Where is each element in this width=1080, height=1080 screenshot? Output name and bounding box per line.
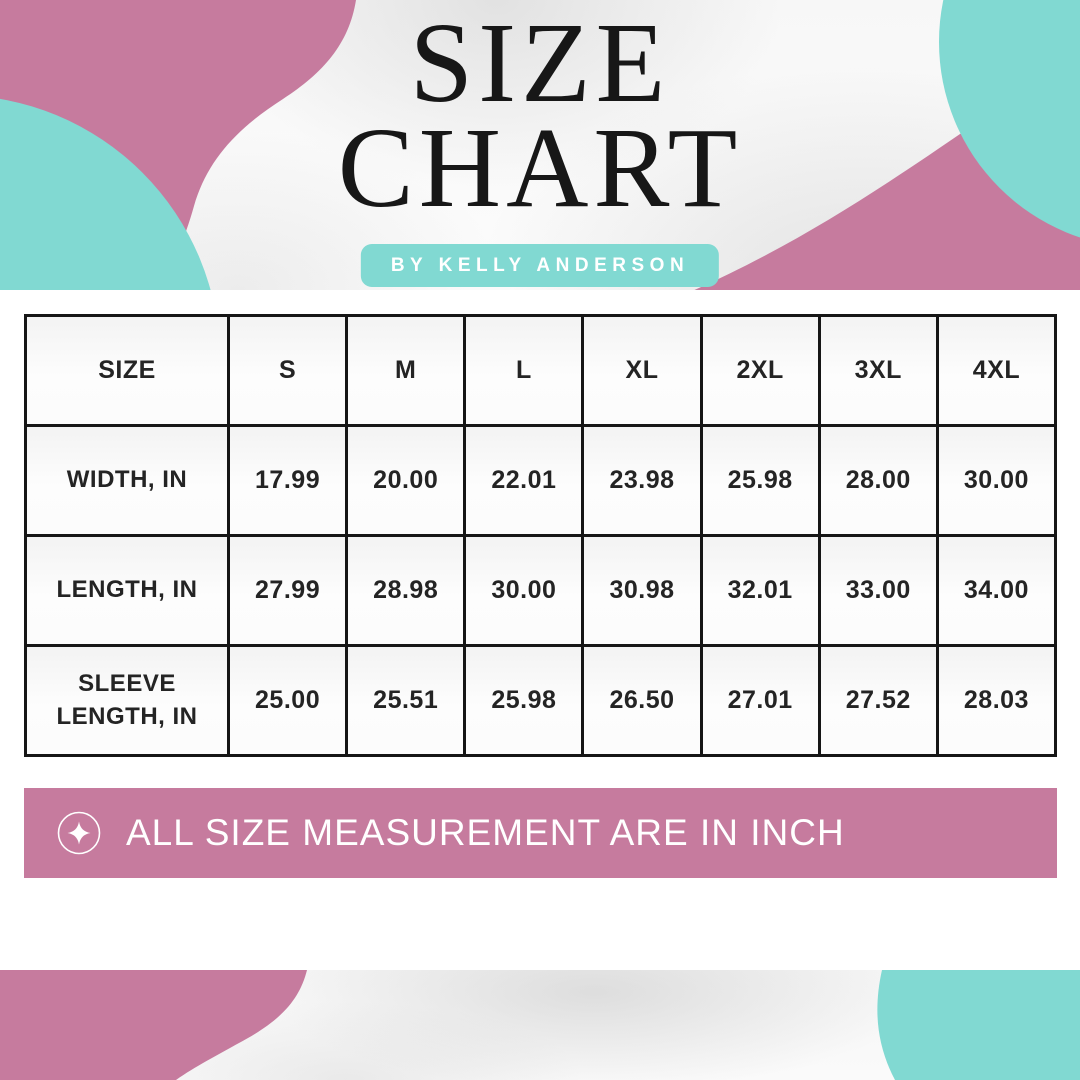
table-value-cell: 17.99 bbox=[230, 427, 346, 534]
table-header-cell: M bbox=[348, 317, 464, 424]
table-value-cell: 25.98 bbox=[466, 647, 582, 754]
teal-blob-top-right bbox=[939, 0, 1080, 238]
teal-blob-bottom-right bbox=[877, 970, 1080, 1080]
table-value-cell: 34.00 bbox=[938, 537, 1054, 644]
page-title: SIZE CHART bbox=[0, 0, 1080, 231]
table-value-cell: 28.00 bbox=[820, 427, 936, 534]
table-value-cell: 30.00 bbox=[938, 427, 1054, 534]
table-value-cell: 28.03 bbox=[938, 647, 1054, 754]
table-value-cell: 23.98 bbox=[584, 427, 700, 534]
table-row-label: WIDTH, IN bbox=[27, 427, 227, 534]
table-value-cell: 20.00 bbox=[348, 427, 464, 534]
table-value-cell: 27.99 bbox=[230, 537, 346, 644]
table-row-label: LENGTH, IN bbox=[27, 537, 227, 644]
table-value-cell: 25.51 bbox=[348, 647, 464, 754]
table-value-cell: 27.52 bbox=[820, 647, 936, 754]
bottom-decorative-blobs bbox=[0, 970, 1080, 1080]
table-header-cell: L bbox=[466, 317, 582, 424]
table-header-cell: S bbox=[230, 317, 346, 424]
table-value-cell: 25.00 bbox=[230, 647, 346, 754]
byline-badge: BY KELLY ANDERSON bbox=[360, 244, 720, 287]
table-header-cell: XL bbox=[584, 317, 700, 424]
table-value-cell: 32.01 bbox=[702, 537, 818, 644]
size-table: SIZE S M L XL 2XL 3XL 4XL WIDTH, IN 17.9… bbox=[24, 314, 1057, 757]
pink-blob-bottom-left bbox=[0, 970, 307, 1080]
table-value-cell: 26.50 bbox=[584, 647, 700, 754]
table-value-cell: 22.01 bbox=[466, 427, 582, 534]
table-header-cell: 3XL bbox=[820, 317, 936, 424]
table-value-cell: 25.98 bbox=[702, 427, 818, 534]
header-band: SIZE CHART BY KELLY ANDERSON bbox=[0, 0, 1080, 290]
table-row-label: SLEEVE LENGTH, IN bbox=[27, 647, 227, 754]
table-header-cell: 2XL bbox=[702, 317, 818, 424]
measurement-note-text: ALL SIZE MEASUREMENT ARE IN INCH bbox=[126, 812, 845, 853]
table-value-cell: 30.00 bbox=[466, 537, 582, 644]
table-value-cell: 33.00 bbox=[820, 537, 936, 644]
title-line-2: CHART bbox=[337, 104, 743, 231]
measurement-note-banner: ALL SIZE MEASUREMENT ARE IN INCH bbox=[24, 788, 1057, 878]
header-decorative-blobs bbox=[0, 0, 1080, 290]
table-value-cell: 28.98 bbox=[348, 537, 464, 644]
sparkle-icon bbox=[57, 811, 101, 855]
title-line-1: SIZE bbox=[409, 0, 671, 126]
teal-blob-left bbox=[0, 98, 211, 290]
table-value-cell: 30.98 bbox=[584, 537, 700, 644]
table-value-cell: 27.01 bbox=[702, 647, 818, 754]
table-header-cell: 4XL bbox=[938, 317, 1054, 424]
bottom-band bbox=[0, 970, 1080, 1080]
table-header-cell: SIZE bbox=[27, 317, 227, 424]
